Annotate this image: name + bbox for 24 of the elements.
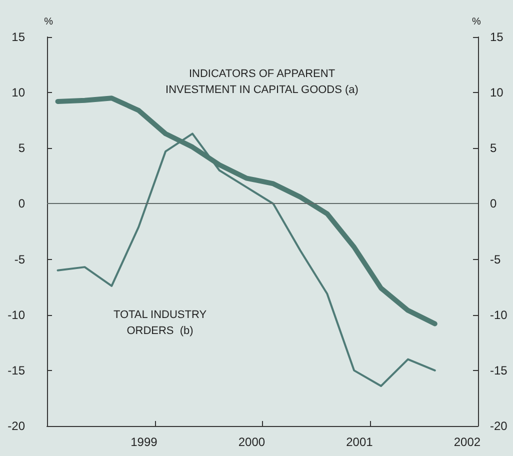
x-tick-label: 1999 (130, 435, 158, 449)
y2-tick-label: -10 (490, 308, 508, 322)
y-tick-label: 10 (12, 86, 26, 100)
y-tick-label: -20 (8, 419, 26, 433)
y2-tick-label: 15 (490, 30, 504, 44)
x-tick-label: 2002 (454, 435, 481, 449)
x-tick-label: 2000 (238, 435, 266, 449)
y-tick-label: -15 (8, 363, 26, 378)
y2-tick-label: -15 (490, 363, 508, 378)
y2-tick-label: 5 (490, 141, 497, 156)
y-tick-label: 15 (12, 30, 26, 44)
y-tick-label: 0 (18, 196, 26, 211)
y2-tick-label: -5 (490, 252, 501, 266)
x-tick-label: 2001 (346, 435, 374, 449)
y-tick-label: -5 (14, 252, 26, 266)
text: INDICATORS OF APPARENT INVESTMENT IN CAPITAL GOODS (a) (166, 68, 358, 96)
y2-tick-label: -20 (490, 419, 508, 433)
text: TOTAL INDUSTRY ORDERS (b) (113, 309, 208, 337)
y2-tick-label: 10 (490, 86, 504, 100)
y2-tick-label: 0 (490, 196, 497, 211)
y-axis-title: % (44, 16, 54, 28)
y-tick-label: 5 (18, 141, 26, 156)
y2-axis-title: % (472, 16, 481, 28)
y-tick-label: -10 (8, 308, 26, 322)
